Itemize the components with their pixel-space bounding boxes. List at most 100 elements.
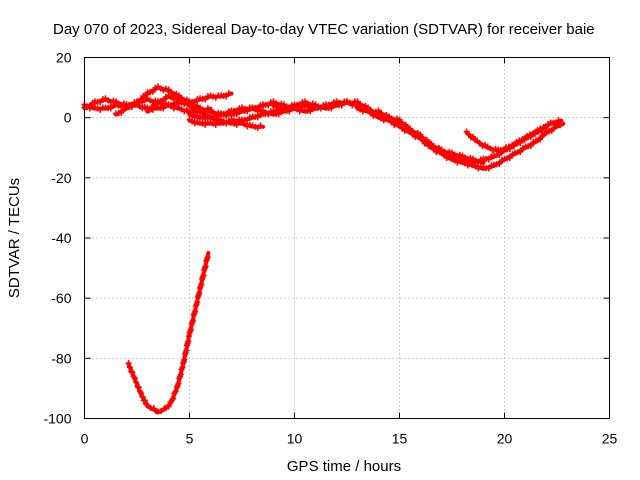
data-point <box>510 142 517 149</box>
data-point <box>531 130 538 137</box>
data-point <box>196 290 203 297</box>
data-point <box>223 111 230 118</box>
data-point <box>496 160 503 167</box>
data-point <box>552 120 559 127</box>
data-point <box>402 121 409 128</box>
data-point <box>506 154 513 161</box>
y-tick-label: -80 <box>51 350 71 366</box>
data-point <box>338 102 345 109</box>
data-point <box>187 326 194 333</box>
data-point <box>477 157 484 164</box>
data-point <box>97 99 104 106</box>
data-point <box>517 148 524 155</box>
data-point <box>470 133 476 140</box>
y-tick-label: -20 <box>51 170 71 186</box>
x-tick-label: 0 <box>81 431 89 447</box>
data-point <box>202 263 209 270</box>
data-point <box>118 109 125 116</box>
data-point <box>177 371 184 378</box>
x-tick-label: 15 <box>392 431 408 447</box>
y-tick-label: 0 <box>64 110 72 126</box>
data-point <box>135 384 142 391</box>
series-track-6 <box>186 104 318 128</box>
data-point <box>485 165 492 172</box>
data-point <box>485 156 492 163</box>
data-series <box>81 83 566 415</box>
data-point <box>419 134 426 141</box>
data-point <box>541 131 548 138</box>
data-point <box>527 142 534 149</box>
data-point <box>144 402 151 409</box>
data-point <box>175 380 182 387</box>
data-point <box>265 111 272 118</box>
y-tick-label: -100 <box>43 411 71 427</box>
data-point <box>398 119 405 126</box>
data-point <box>423 136 430 143</box>
data-point <box>198 281 205 288</box>
data-point <box>160 97 167 104</box>
data-point <box>225 90 232 97</box>
data-point <box>165 403 172 410</box>
data-point <box>555 117 562 124</box>
data-point <box>223 120 230 127</box>
data-point <box>128 103 135 110</box>
data-point <box>204 254 211 261</box>
data-point <box>192 308 199 315</box>
x-tick-label: 20 <box>497 431 513 447</box>
data-point <box>465 131 472 138</box>
series-track-11 <box>125 251 211 415</box>
data-point <box>131 375 138 382</box>
data-point <box>212 114 219 121</box>
data-point <box>152 101 159 108</box>
x-axis-title: GPS time / hours <box>287 458 401 475</box>
data-point <box>138 390 145 397</box>
series-track-3 <box>113 83 297 119</box>
data-point <box>107 105 114 112</box>
data-point <box>149 88 156 95</box>
data-point <box>141 397 148 404</box>
data-point <box>158 407 165 414</box>
data-point <box>286 105 293 112</box>
data-point <box>181 356 188 363</box>
data-point <box>148 106 155 113</box>
grid <box>84 57 610 419</box>
data-point <box>557 122 564 129</box>
series-track-10 <box>463 117 564 154</box>
axis-ticks: 0 5 10 15 20 25 -100 -80 -60 -40 -20 0 20 <box>43 50 617 447</box>
x-tick-label: 25 <box>602 431 618 447</box>
data-point <box>396 116 403 123</box>
data-point <box>542 124 549 131</box>
data-point <box>200 272 207 279</box>
data-point <box>139 393 146 400</box>
y-tick-label: -60 <box>51 290 71 306</box>
data-point <box>537 136 544 143</box>
data-point <box>194 299 201 306</box>
data-point <box>223 93 230 100</box>
y-tick-label: -40 <box>51 230 71 246</box>
series-track-9 <box>375 107 486 166</box>
data-point <box>170 395 177 402</box>
plot-frame <box>84 57 610 419</box>
data-point <box>129 369 136 376</box>
data-point <box>142 92 149 99</box>
data-point <box>328 105 335 112</box>
data-point <box>190 317 196 324</box>
data-point <box>133 379 140 386</box>
data-point <box>244 117 251 124</box>
y-axis-title: SDTVAR / TECUs <box>6 178 23 298</box>
data-point <box>172 388 179 395</box>
data-point <box>296 102 303 109</box>
data-point <box>500 147 507 154</box>
data-point <box>417 131 424 138</box>
data-point <box>126 364 133 371</box>
data-point <box>185 338 192 345</box>
x-tick-label: 5 <box>186 431 194 447</box>
data-point <box>521 136 528 143</box>
data-point <box>125 360 132 367</box>
data-point <box>548 127 555 134</box>
data-point <box>265 102 272 109</box>
chart-title: Day 070 of 2023, Sidereal Day-to-day VTE… <box>53 21 595 38</box>
data-point <box>202 96 209 103</box>
data-point <box>233 108 240 115</box>
